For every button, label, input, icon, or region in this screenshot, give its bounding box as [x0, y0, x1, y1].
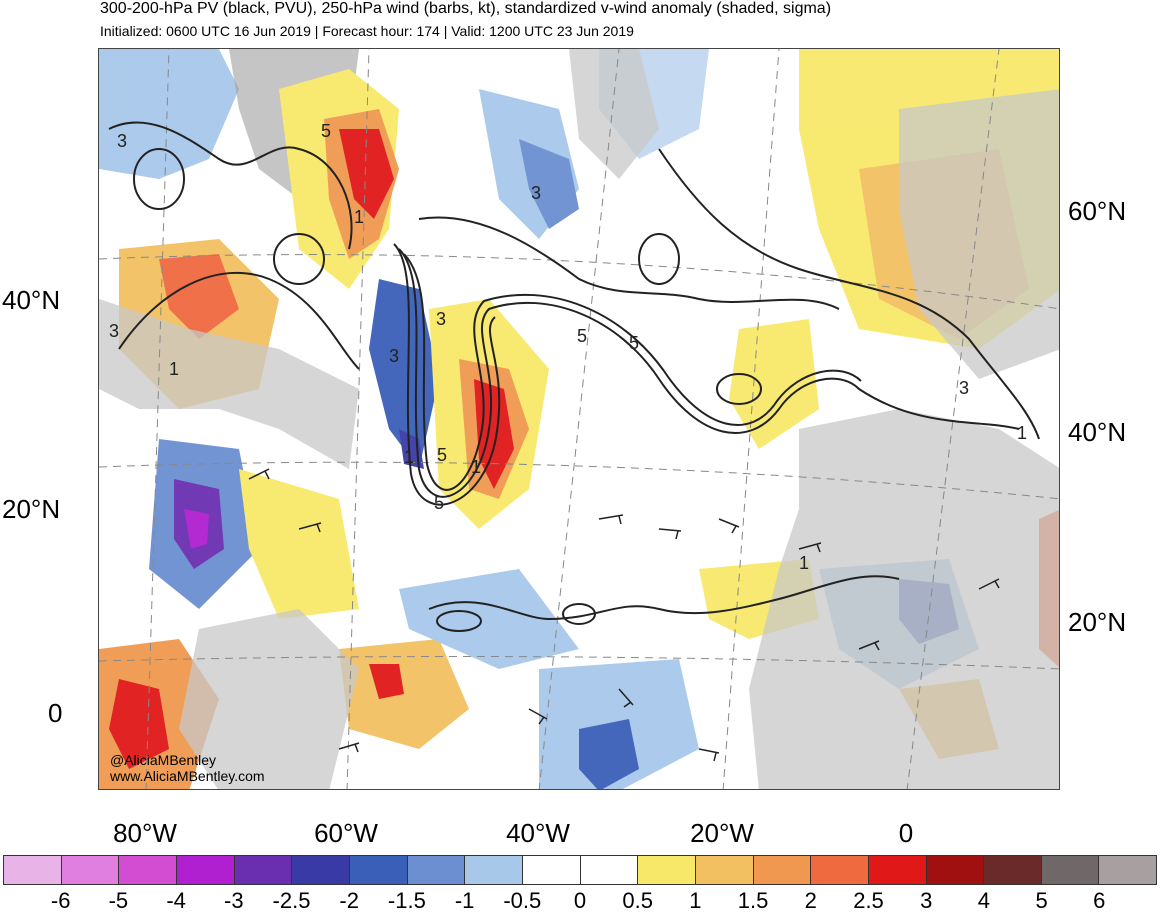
colorbar: [3, 855, 1157, 885]
contour-label: 1: [169, 359, 179, 379]
weather-map: 3 5 1 3 3 1 3 1 3 5 1 5 5 5 3 1 1: [98, 48, 1060, 790]
contour-label: 1: [1017, 423, 1027, 443]
contour-label: 3: [531, 183, 541, 203]
credit: @AliciaMBentley www.AliciaMBentley.com: [110, 752, 265, 784]
lon-label-0: 0: [898, 818, 914, 848]
wind-barbs: [248, 468, 1000, 762]
colorbar-swatch: [926, 856, 985, 884]
colorbar-swatch: [119, 856, 177, 884]
contour-label: 3: [389, 346, 399, 366]
contour-label: 1: [404, 447, 414, 467]
lat-label-20n-right: 20°N: [1068, 607, 1127, 637]
colorbar-label: 2: [804, 888, 817, 913]
contour-label: 5: [321, 121, 331, 141]
contour-label: 3: [959, 378, 969, 398]
colorbar-swatch: [695, 856, 754, 884]
colorbar-swatch: [580, 856, 639, 884]
colorbar-swatch: [522, 856, 581, 884]
lat-label-60n-right: 60°N: [1068, 196, 1127, 226]
colorbar-label: 5: [1035, 888, 1048, 913]
colorbar-label: 3: [920, 888, 933, 913]
contour-label: 5: [437, 445, 447, 465]
colorbar-swatch: [638, 856, 696, 884]
colorbar-swatch: [292, 856, 350, 884]
colorbar-label: -0.5: [503, 888, 542, 913]
colorbar-label: -2.5: [272, 888, 311, 913]
lon-label-20w: 20°W: [690, 818, 754, 848]
map-canvas: 3 5 1 3 3 1 3 1 3 5 1 5 5 5 3 1 1: [99, 49, 1059, 789]
colorbar-label: 2.5: [853, 888, 884, 913]
colorbar-label: -1.5: [387, 888, 426, 913]
colorbar-swatch: [176, 856, 235, 884]
colorbar-swatch: [4, 856, 62, 884]
colorbar-swatch: [811, 856, 869, 884]
contour-label: 1: [471, 457, 481, 477]
contour-label: 5: [629, 333, 639, 353]
lat-label-0-left: 0: [48, 698, 63, 728]
credit-handle: @AliciaMBentley: [110, 752, 217, 768]
colorbar-swatch: [349, 856, 408, 884]
colorbar-swatch: [868, 856, 927, 884]
lon-label-40w: 40°W: [506, 818, 570, 848]
contour-label: 3: [109, 321, 119, 341]
contour-label: 3: [117, 131, 127, 151]
contour-label: 1: [799, 553, 809, 573]
colorbar-label: -1: [454, 888, 475, 913]
colorbar-swatch: [753, 856, 812, 884]
colorbar-swatch: [234, 856, 293, 884]
lon-label-80w: 80°W: [113, 818, 177, 848]
lat-label-20n-left: 20°N: [2, 494, 61, 524]
chart-title: 300-200-hPa PV (black, PVU), 250-hPa win…: [100, 0, 832, 17]
pv-contours: [108, 121, 1040, 632]
colorbar-label: -5: [108, 888, 129, 913]
colorbar-swatch: [465, 856, 523, 884]
colorbar-label: 0.5: [622, 888, 653, 913]
graticule: [99, 49, 1059, 789]
colorbar-swatch: [1041, 856, 1100, 884]
colorbar-swatch: [1099, 856, 1157, 884]
colorbar-label: 6: [1093, 888, 1106, 913]
colorbar-label: -6: [50, 888, 71, 913]
colorbar-label: 1.5: [737, 888, 769, 913]
lon-label-60w: 60°W: [314, 818, 378, 848]
colorbar-swatch: [61, 856, 120, 884]
contour-label: 1: [354, 207, 364, 227]
land: [99, 49, 1059, 789]
lat-label-40n-left: 40°N: [2, 285, 61, 315]
colorbar-swatch: [407, 856, 466, 884]
colorbar-label: 0: [573, 888, 587, 913]
colorbar-label: -2: [339, 888, 359, 913]
colorbar-label: -3: [224, 888, 244, 913]
colorbar-label: 1: [689, 888, 702, 913]
colorbar-label: 4: [977, 888, 991, 913]
credit-website: www.AliciaMBentley.com: [110, 768, 265, 784]
colorbar-label: -4: [166, 888, 186, 913]
chart-subtitle: Initialized: 0600 UTC 16 Jun 2019 | Fore…: [100, 23, 634, 39]
colorbar-swatch: [984, 856, 1042, 884]
contour-label: 5: [577, 326, 587, 346]
contour-label: 5: [434, 493, 444, 513]
contour-label: 3: [436, 309, 446, 329]
lat-label-40n-right: 40°N: [1068, 417, 1127, 447]
contour-labels: 3 5 1 3 3 1 3 1 3 5 1 5 5 5 3 1 1: [109, 121, 1027, 573]
